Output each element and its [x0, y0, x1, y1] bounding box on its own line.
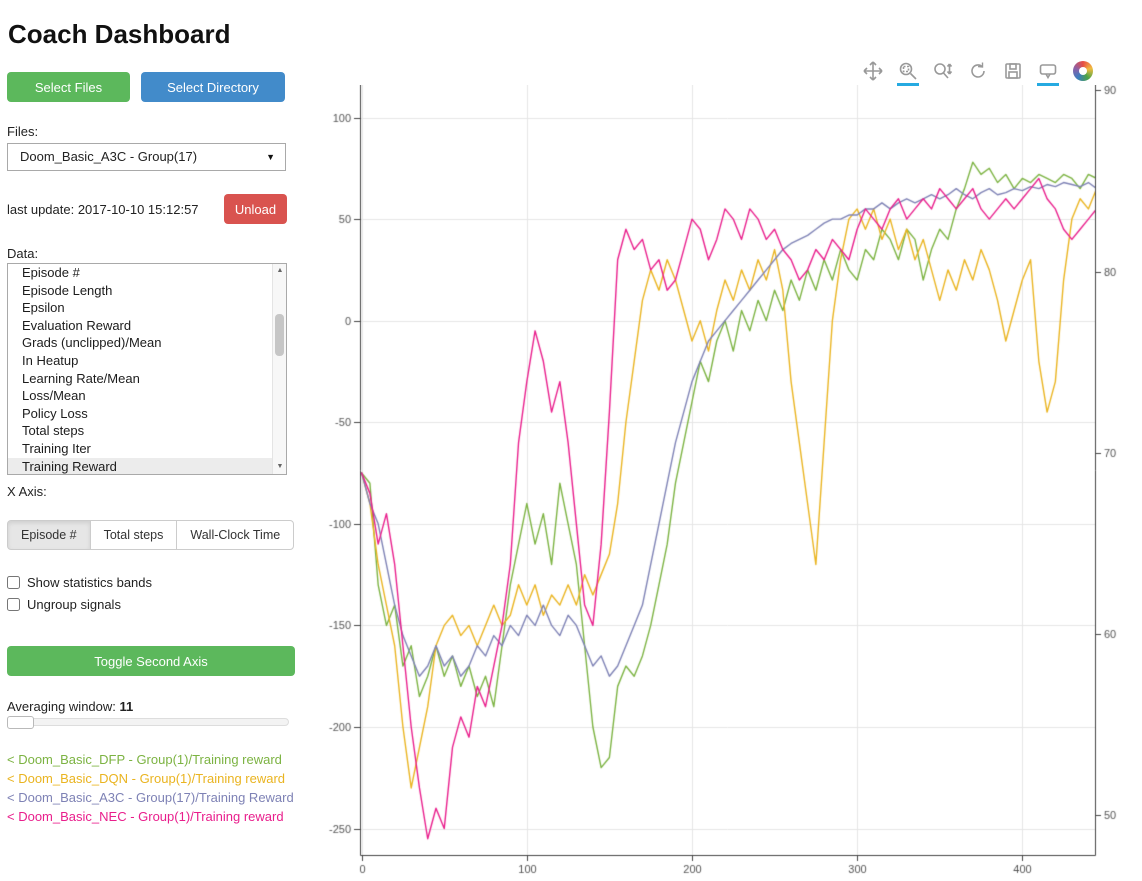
scroll-down-icon[interactable]: ▼ [276, 463, 284, 470]
hover-icon[interactable] [1037, 61, 1059, 86]
last-update-text: last update: 2017-10-10 15:12:57 [7, 202, 199, 217]
wheel-zoom-icon[interactable] [932, 61, 954, 86]
files-label: Files: [7, 124, 39, 139]
legend-item[interactable]: < Doom_Basic_A3C - Group(17)/Training Re… [7, 790, 294, 805]
data-list-item[interactable]: Epsilon [22, 300, 65, 316]
toggle-second-axis-button[interactable]: Toggle Second Axis [7, 646, 295, 676]
unload-button[interactable]: Unload [224, 194, 287, 224]
select-directory-button[interactable]: Select Directory [141, 72, 285, 102]
data-list-item[interactable]: Episode Length [22, 282, 113, 298]
data-list-item[interactable]: Training Reward [8, 457, 286, 474]
slider-thumb[interactable] [7, 716, 34, 729]
x-axis-option[interactable]: Total steps [89, 520, 178, 550]
x-axis-option[interactable]: Episode # [7, 520, 91, 550]
averaging-window-value: 11 [119, 699, 134, 714]
ungroup-signals-checkbox[interactable] [7, 598, 20, 611]
data-list-item[interactable]: Learning Rate/Mean [22, 370, 140, 386]
scrollbar-thumb[interactable] [275, 314, 284, 356]
x-axis-button-group: Episode # Total steps Wall-Clock Time [7, 520, 295, 550]
ungroup-signals-row: Ungroup signals [7, 597, 121, 612]
data-label: Data: [7, 246, 39, 261]
show-statistics-bands-checkbox[interactable] [7, 576, 20, 589]
data-list-item[interactable]: Policy Loss [22, 405, 88, 421]
files-select-value: Doom_Basic_A3C - Group(17) [20, 149, 198, 164]
plot-toolbar [862, 61, 1094, 86]
show-statistics-bands-label: Show statistics bands [27, 575, 153, 590]
listbox-scrollbar[interactable]: ▲ ▼ [272, 264, 286, 474]
data-list-item[interactable]: Total steps [22, 423, 85, 439]
bokeh-logo-icon[interactable] [1072, 61, 1094, 86]
data-list-item[interactable]: Episode # [22, 265, 80, 280]
select-files-button[interactable]: Select Files [7, 72, 130, 102]
page-title: Coach Dashboard [8, 19, 231, 50]
scroll-up-icon[interactable]: ▲ [276, 267, 284, 274]
x-axis-label: X Axis: [7, 484, 47, 499]
averaging-window-row: Averaging window: 11 [7, 699, 133, 714]
data-listbox[interactable]: Episode # Episode Length Epsilon Evaluat… [7, 263, 287, 475]
data-list-item[interactable]: Evaluation Reward [22, 317, 132, 333]
box-zoom-icon[interactable] [897, 61, 919, 86]
plot-region [320, 55, 1142, 881]
data-list-item[interactable]: Loss/Mean [22, 388, 86, 404]
data-list-item[interactable]: Grads (unclipped)/Mean [22, 335, 162, 351]
show-statistics-bands-row: Show statistics bands [7, 575, 152, 590]
x-axis-option[interactable]: Wall-Clock Time [176, 520, 295, 550]
chart-canvas[interactable] [320, 85, 1142, 881]
chevron-down-icon: ▼ [266, 152, 275, 162]
data-list-item[interactable]: Training Iter [22, 440, 91, 456]
averaging-window-slider[interactable] [7, 716, 289, 729]
legend-item[interactable]: < Doom_Basic_DFP - Group(1)/Training rew… [7, 752, 282, 767]
averaging-window-label: Averaging window: [7, 699, 116, 714]
data-list-item[interactable]: In Heatup [22, 352, 79, 368]
legend-item[interactable]: < Doom_Basic_DQN - Group(1)/Training rew… [7, 771, 286, 786]
pan-icon[interactable] [862, 61, 884, 86]
files-select[interactable]: Doom_Basic_A3C - Group(17) ▼ [7, 143, 286, 171]
ungroup-signals-label: Ungroup signals [27, 597, 121, 612]
save-icon[interactable] [1002, 61, 1024, 86]
reset-icon[interactable] [967, 61, 989, 86]
legend-item[interactable]: < Doom_Basic_NEC - Group(1)/Training rew… [7, 809, 284, 824]
legend: < Doom_Basic_DFP - Group(1)/Training rew… [7, 752, 301, 828]
